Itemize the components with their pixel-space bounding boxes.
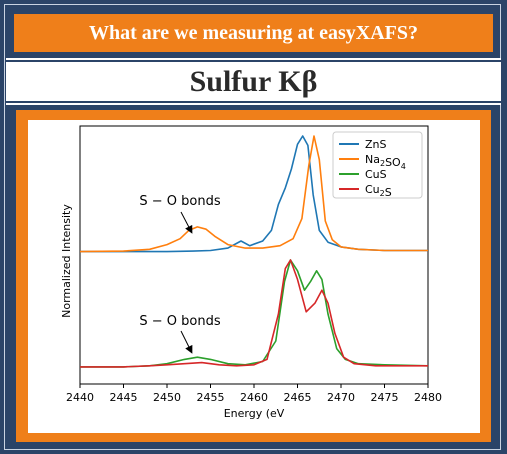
page-title: Sulfur Kβ (6, 58, 501, 105)
annotation-layer: S − O bonds S − O bonds (139, 194, 221, 354)
title-rule-top (6, 60, 501, 62)
x-axis-label: Energy (eV (224, 407, 285, 420)
series-line-2 (80, 259, 429, 368)
header-banner: What are we measuring at easyXAFS? (14, 14, 493, 52)
x-tick-label: 2460 (240, 391, 268, 404)
series-layer (79, 135, 429, 368)
x-tick-label: 2445 (110, 391, 138, 404)
axes-layer: 2440 2445 2450 2455 2460 2465 2470 2475 2480 Ener… (60, 204, 442, 420)
chart-panel: 2440 2445 2450 2455 2460 2465 2470 2475 2480 Ener… (28, 120, 480, 433)
frame-border (4, 4, 501, 450)
annotation-label-upper: S − O bonds (139, 194, 220, 209)
legend-label-1: Na2SO4 (365, 153, 406, 171)
annotation-label-lower: S − O bonds (139, 314, 220, 329)
x-tick-label: 2470 (327, 391, 355, 404)
x-tick-label: 2480 (414, 391, 442, 404)
annotation-arrow-lower (180, 330, 193, 354)
y-axis-label: Normalized Intensity (60, 204, 73, 318)
legend-box (332, 131, 423, 199)
x-tick-label: 2455 (197, 391, 225, 404)
legend-label-2: CuS (365, 168, 387, 181)
series-line-1 (79, 135, 428, 253)
x-tick-label: 2450 (153, 391, 181, 404)
legend-label-0: ZnS (365, 138, 387, 151)
annotation-arrow-upper (180, 211, 193, 234)
spectrum-chart: 2440 2445 2450 2455 2460 2465 2470 2475 2480 Ener… (60, 125, 442, 420)
series-line-3 (80, 259, 428, 368)
x-tick-label: 2440 (66, 391, 94, 404)
legend-label-3: Cu2S (365, 183, 392, 199)
series-line-0 (80, 135, 428, 253)
x-tick-label: 2465 (284, 391, 312, 404)
x-tick-label: 2475 (371, 391, 399, 404)
title-rule-bottom (6, 101, 501, 103)
